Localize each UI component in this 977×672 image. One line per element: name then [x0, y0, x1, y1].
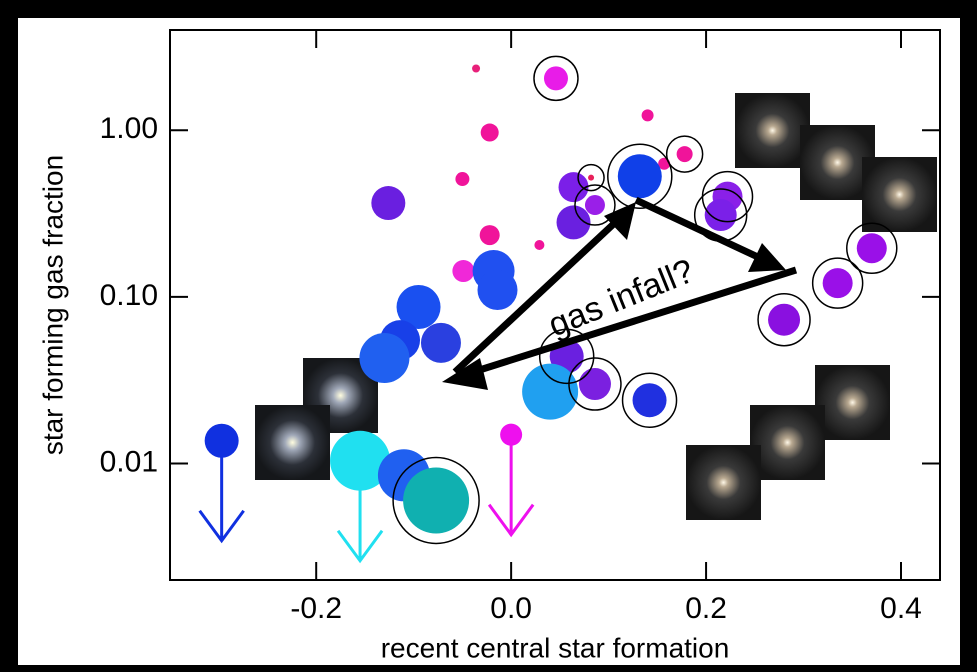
point — [584, 195, 605, 216]
point — [330, 430, 391, 491]
arrow-head — [442, 358, 488, 390]
point — [704, 199, 737, 232]
point — [455, 172, 470, 187]
point-ring — [392, 456, 480, 545]
point — [822, 268, 853, 299]
point — [856, 233, 887, 264]
point — [768, 303, 801, 336]
point — [558, 172, 589, 203]
x-tick-label: -0.2 — [290, 592, 342, 625]
point — [632, 383, 667, 418]
point-ring — [538, 328, 595, 385]
point — [371, 186, 406, 221]
point — [479, 225, 500, 246]
point-ring — [574, 184, 616, 226]
point — [472, 64, 481, 73]
arrow-head — [604, 202, 636, 240]
y-axis-label: star forming gas fraction — [37, 155, 68, 455]
point — [676, 146, 693, 163]
point — [588, 174, 595, 181]
point — [396, 285, 441, 330]
point — [204, 423, 239, 458]
arrow — [468, 266, 798, 377]
galaxy-image — [750, 405, 825, 480]
point-ring — [621, 372, 678, 428]
upper-limit-arrow — [487, 434, 535, 538]
point — [403, 467, 470, 534]
point-ring — [757, 292, 811, 347]
x-axis-label: recent central star formation — [381, 632, 730, 663]
point — [477, 270, 518, 311]
galaxy-image — [255, 405, 330, 480]
arrow — [452, 215, 623, 375]
galaxy-image — [686, 445, 761, 520]
y-tick-label: 0.10 — [100, 279, 158, 312]
galaxy-images — [255, 93, 937, 520]
point — [543, 66, 568, 91]
arrows — [442, 196, 798, 390]
galaxy-image — [735, 93, 810, 168]
plot-frame — [169, 29, 941, 581]
point-ring — [811, 257, 864, 309]
y-tick-label: 1.00 — [100, 112, 158, 145]
point — [452, 260, 475, 283]
arrow-head — [748, 243, 786, 272]
point-ring — [568, 357, 622, 411]
arrow — [634, 196, 762, 262]
point — [359, 332, 410, 383]
galaxy-image — [815, 365, 890, 440]
point — [534, 239, 545, 250]
point — [480, 123, 499, 142]
point — [522, 363, 579, 420]
point — [641, 109, 654, 122]
x-tick-label: 0.0 — [490, 592, 532, 625]
y-tick-label: 0.01 — [100, 445, 158, 478]
point — [617, 154, 662, 199]
point-ring — [533, 55, 579, 102]
point — [500, 423, 523, 446]
point-ring — [846, 222, 898, 274]
point-ring — [665, 135, 704, 173]
point — [556, 205, 591, 240]
point-ring — [607, 143, 673, 210]
x-tick-label: 0.2 — [685, 592, 727, 625]
galaxy-image — [862, 157, 937, 232]
point — [420, 322, 461, 363]
point — [578, 368, 611, 401]
point-ring — [577, 163, 605, 192]
x-tick-label: 0.4 — [880, 592, 922, 625]
